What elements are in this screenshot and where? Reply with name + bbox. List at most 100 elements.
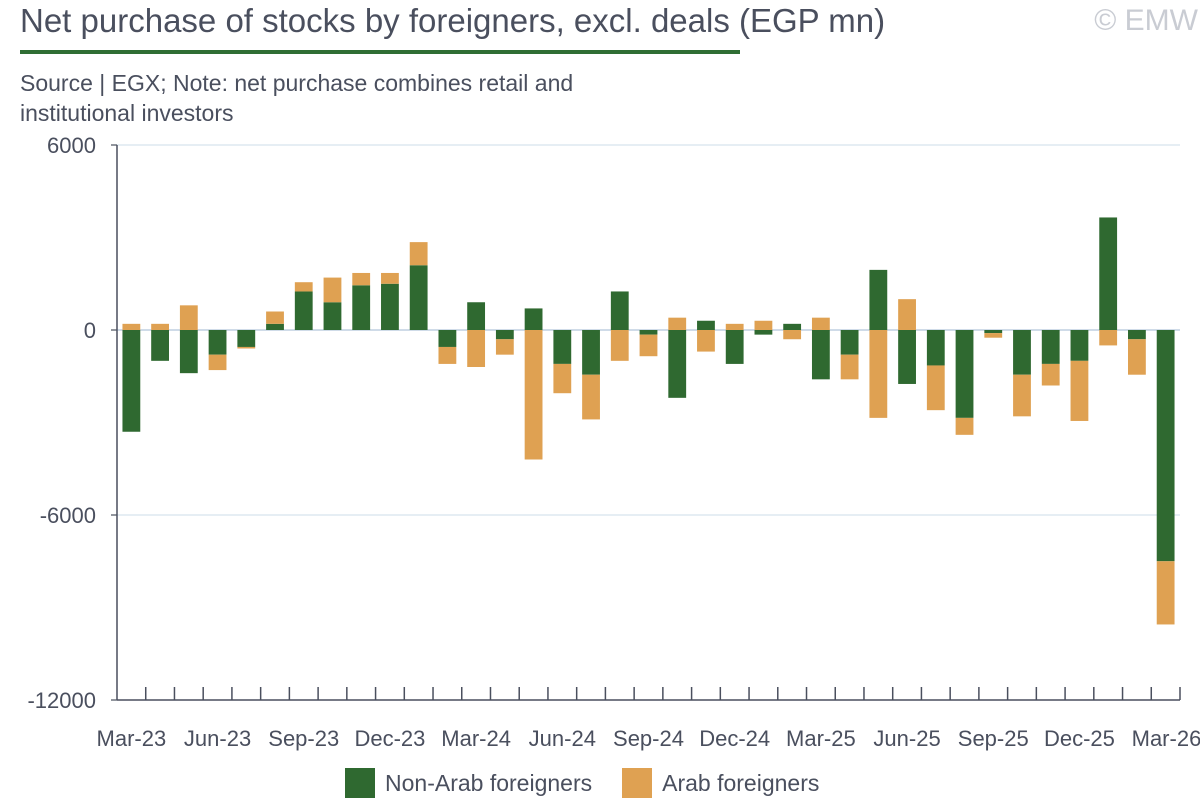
legend-label-arab: Arab foreigners [662, 769, 820, 796]
bar-arab-aug-25 [955, 417, 974, 435]
bar-non-arab-oct-24 [668, 330, 687, 398]
chart-title: Net purchase of stocks by foreigners, ex… [20, 2, 886, 39]
legend-label-non-arab: Non-Arab foreigners [385, 769, 593, 796]
bar-arab-mar-26 [1156, 561, 1175, 625]
x-tick-label: Mar-26 [1132, 726, 1200, 751]
bar-arab-jul-23 [237, 346, 256, 349]
bar-non-arab-apr-23 [151, 330, 170, 361]
bar-arab-mar-25 [811, 317, 830, 330]
x-tick-label: Jun-25 [873, 726, 940, 751]
bar-non-arab-dec-23 [381, 283, 399, 330]
title-underline [20, 50, 740, 54]
bar-non-arab-dec-25 [1070, 330, 1089, 361]
bar-arab-oct-25 [1013, 374, 1031, 417]
bar-non-arab-jan-25 [754, 330, 773, 335]
bar-arab-nov-24 [697, 330, 715, 352]
bar-non-arab-oct-23 [323, 302, 342, 330]
bar-arab-jul-24 [582, 374, 600, 420]
bar-arab-dec-24 [725, 323, 744, 330]
bar-arab-may-23 [179, 305, 198, 330]
y-tick-label: 0 [84, 318, 96, 343]
bar-arab-feb-24 [438, 346, 457, 364]
bar-non-arab-mar-23 [122, 330, 141, 432]
bar-arab-sep-23 [294, 282, 313, 292]
x-tick-label: Sep-25 [958, 726, 1029, 751]
bar-non-arab-mar-25 [811, 330, 830, 380]
bar-non-arab-jun-23 [208, 330, 227, 355]
chart-subtitle: Source | EGX; Note: net purchase combine… [20, 70, 574, 126]
legend-swatch-non-arab [345, 768, 375, 798]
bar-non-arab-mar-26 [1156, 330, 1175, 562]
bar-non-arab-jul-24 [582, 330, 600, 375]
bar-non-arab-nov-24 [697, 320, 715, 330]
bar-arab-jun-23 [208, 354, 227, 371]
bar-arab-jun-25 [898, 299, 916, 330]
x-tick-label: Dec-24 [699, 726, 770, 751]
x-tick-label: Jun-24 [529, 726, 596, 751]
chart-legend: Non-Arab foreigners Arab foreigners [345, 768, 849, 798]
bar-arab-may-24 [524, 330, 543, 460]
bar-arab-apr-24 [495, 339, 514, 355]
bar-non-arab-aug-24 [610, 291, 629, 330]
bar-arab-sep-24 [639, 334, 658, 357]
bar-arab-oct-24 [668, 317, 687, 330]
y-tick-label: 6000 [47, 133, 96, 158]
copyright-label: © EMW [1094, 4, 1198, 37]
bar-non-arab-feb-24 [438, 330, 457, 347]
legend-item-non-arab: Non-Arab foreigners [345, 768, 592, 798]
bar-non-arab-may-25 [869, 269, 888, 330]
bar-non-arab-aug-25 [955, 330, 974, 418]
bar-non-arab-dec-24 [725, 330, 744, 364]
bar-non-arab-aug-23 [266, 323, 284, 330]
bar-non-arab-jul-23 [237, 330, 256, 347]
bar-non-arab-sep-24 [639, 330, 658, 335]
bar-arab-dec-23 [381, 272, 399, 284]
bar-arab-oct-23 [323, 277, 342, 303]
bar-non-arab-nov-25 [1041, 330, 1060, 364]
bar-non-arab-apr-24 [495, 330, 514, 340]
bar-arab-mar-24 [467, 330, 486, 367]
bar-arab-dec-25 [1070, 360, 1089, 421]
bar-non-arab-apr-25 [840, 330, 859, 355]
bar-arab-apr-23 [151, 323, 170, 330]
bar-non-arab-oct-25 [1013, 330, 1031, 375]
bar-non-arab-may-24 [524, 308, 543, 330]
y-tick-label: -6000 [40, 503, 96, 528]
bar-arab-jan-26 [1099, 330, 1118, 346]
bar-non-arab-jun-24 [553, 330, 572, 364]
bar-arab-aug-23 [266, 311, 284, 324]
x-tick-label: Mar-25 [786, 726, 856, 751]
bar-non-arab-sep-25 [984, 330, 1003, 334]
bar-non-arab-jan-26 [1099, 217, 1118, 330]
x-tick-label: Dec-23 [354, 726, 425, 751]
bar-arab-may-25 [869, 330, 888, 418]
bar-non-arab-sep-23 [294, 291, 313, 330]
x-tick-label: Jun-23 [184, 726, 251, 751]
bar-arab-jan-24 [409, 242, 428, 266]
bar-non-arab-feb-25 [783, 323, 802, 330]
bar-non-arab-jun-25 [898, 330, 916, 384]
bar-arab-jan-25 [754, 320, 773, 330]
bar-arab-apr-25 [840, 354, 859, 380]
bar-arab-mar-23 [122, 323, 141, 330]
legend-item-arab: Arab foreigners [622, 768, 819, 798]
bar-non-arab-jan-24 [409, 265, 428, 330]
bar-arab-jul-25 [926, 365, 945, 411]
bar-non-arab-feb-26 [1127, 330, 1146, 340]
bar-arab-feb-26 [1127, 339, 1146, 375]
bar-arab-feb-25 [783, 330, 802, 340]
bar-non-arab-nov-23 [352, 285, 371, 330]
legend-swatch-arab [622, 768, 653, 798]
bar-arab-sep-25 [984, 333, 1003, 338]
bar-non-arab-mar-24 [467, 302, 486, 330]
x-tick-label: Mar-24 [441, 726, 511, 751]
bar-arab-nov-25 [1041, 363, 1060, 386]
bar-arab-nov-23 [352, 272, 371, 286]
bar-non-arab-may-23 [179, 330, 198, 374]
bar-non-arab-jul-25 [926, 330, 945, 366]
x-tick-label: Dec-25 [1044, 726, 1115, 751]
bar-arab-aug-24 [610, 330, 629, 361]
y-tick-label: -12000 [27, 688, 96, 713]
x-tick-label: Sep-23 [268, 726, 339, 751]
